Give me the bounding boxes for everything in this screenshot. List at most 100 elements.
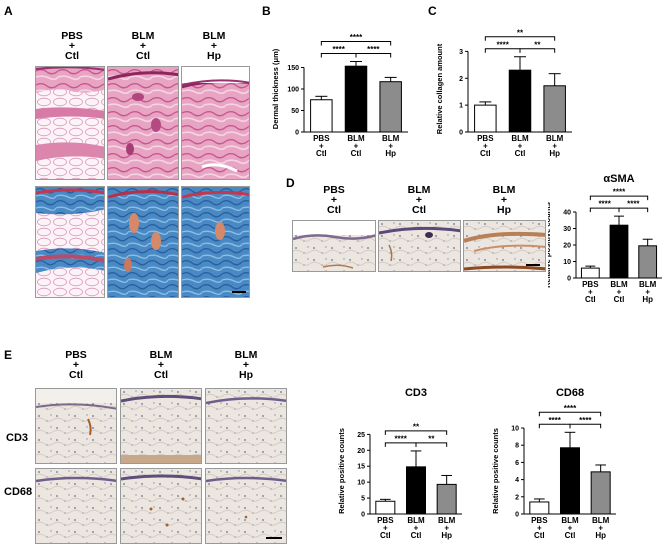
- x-tick-label: +: [568, 524, 573, 533]
- header-text: Ctl: [154, 369, 168, 381]
- header-text: Ctl: [136, 50, 150, 62]
- panel-letter-a: A: [4, 4, 13, 18]
- significance-bracket: [589, 207, 620, 213]
- x-tick-label: Ctl: [534, 531, 545, 540]
- x-tick-label: Ctl: [565, 531, 576, 540]
- x-tick-label: +: [319, 142, 324, 151]
- header-e-pbs-ctl: PBS + Ctl: [46, 350, 106, 381]
- row-label-cd3: CD3: [6, 432, 29, 444]
- header-text: Hp: [497, 204, 511, 216]
- y-axis-label: Relative positive counts: [548, 202, 552, 288]
- x-tick-label: Hp: [642, 295, 653, 304]
- y-tick-label: 3: [459, 49, 463, 56]
- x-tick-label: BLM: [382, 134, 400, 143]
- x-tick-label: +: [483, 142, 488, 151]
- cd3-image-pbs-ctl: [35, 388, 117, 464]
- header-text: BLM: [131, 30, 155, 42]
- x-tick-label: +: [598, 524, 603, 533]
- x-tick-label: BLM: [610, 280, 628, 289]
- chart-title: αSMA: [603, 173, 634, 185]
- he-image-blm-ctl: [107, 66, 179, 180]
- x-tick-label: +: [414, 524, 419, 533]
- x-tick-label: +: [444, 524, 449, 533]
- bar-2: [379, 81, 402, 133]
- asma-image-blm-hp: [463, 220, 546, 272]
- significance-bracket: [384, 430, 448, 435]
- header-d-pbs-ctl: PBS + Ctl: [304, 185, 364, 216]
- bar-0: [580, 267, 600, 279]
- bar-0: [474, 104, 497, 133]
- x-tick-label: BLM: [561, 516, 579, 525]
- y-tick-label: 10: [357, 480, 365, 487]
- scale-bar: [232, 291, 246, 293]
- y-tick-label: 0: [515, 512, 519, 519]
- bar-0: [375, 500, 396, 515]
- x-tick-label: Ctl: [380, 531, 391, 540]
- y-tick-label: 2: [459, 76, 463, 83]
- bar-0: [529, 501, 550, 515]
- x-tick-label: Ctl: [480, 149, 491, 158]
- x-tick-label: Hp: [441, 531, 452, 540]
- x-tick-label: Ctl: [351, 149, 362, 158]
- y-tick-label: 25: [357, 432, 365, 439]
- cd3-image-blm-hp: [205, 388, 287, 464]
- bar-1: [344, 65, 368, 133]
- x-tick-label: PBS: [582, 280, 599, 289]
- x-tick-label: BLM: [407, 516, 425, 525]
- x-tick-label: +: [383, 524, 388, 533]
- x-tick-label: +: [354, 142, 359, 151]
- significance-label: **: [534, 40, 541, 49]
- header-text: +: [500, 194, 508, 206]
- y-tick-label: 20: [357, 448, 365, 455]
- bar-1: [508, 69, 532, 133]
- x-tick-label: Ctl: [515, 149, 526, 158]
- significance-bracket: [320, 52, 357, 58]
- significance-label: ****: [627, 200, 640, 209]
- bar-2: [436, 483, 457, 515]
- bar-1: [609, 224, 629, 279]
- y-tick-label: 0: [295, 130, 299, 137]
- significance-bracket: [355, 52, 392, 58]
- significance-bracket: [384, 442, 417, 447]
- significance-label: ****: [350, 33, 363, 42]
- header-text: +: [139, 40, 147, 52]
- x-tick-label: Hp: [385, 149, 396, 158]
- significance-bracket: [618, 207, 649, 213]
- x-tick-label: BLM: [639, 280, 657, 289]
- header-a-pbs-ctl: PBS + Ctl: [42, 31, 102, 62]
- significance-label: ****: [564, 404, 577, 413]
- x-tick-label: Ctl: [585, 295, 596, 304]
- significance-bracket: [484, 48, 521, 53]
- significance-bracket: [484, 36, 556, 41]
- significance-bracket: [519, 48, 556, 53]
- y-tick-label: 10: [563, 259, 571, 266]
- he-image-pbs-ctl: [35, 66, 105, 180]
- header-text: BLM: [407, 184, 431, 196]
- asma-image-blm-ctl: [378, 220, 461, 272]
- bar-2: [590, 471, 611, 515]
- bar-2: [638, 245, 658, 279]
- header-text: +: [415, 194, 423, 206]
- y-tick-label: 15: [357, 464, 365, 471]
- scale-bar: [266, 537, 282, 539]
- x-tick-label: +: [552, 142, 557, 151]
- header-d-blm-ctl: BLM + Ctl: [389, 184, 449, 216]
- significance-label: ****: [579, 416, 592, 425]
- y-tick-label: 4: [515, 477, 519, 484]
- x-tick-label: BLM: [347, 134, 365, 143]
- y-tick-label: 150: [287, 65, 299, 72]
- y-tick-label: 30: [563, 226, 571, 233]
- bar-0: [310, 99, 333, 133]
- y-tick-label: 0: [361, 512, 365, 519]
- y-tick-label: 40: [563, 210, 571, 217]
- header-text: BLM: [202, 30, 226, 42]
- x-tick-label: BLM: [438, 516, 456, 525]
- y-axis-label: Relative positive counts: [491, 428, 500, 514]
- bar-2: [543, 85, 566, 133]
- panel-letter-c: C: [428, 4, 437, 18]
- x-tick-label: BLM: [546, 134, 564, 143]
- significance-label: **: [428, 434, 435, 443]
- bar-1: [405, 466, 427, 515]
- header-e-blm-hp: BLM + Hp: [216, 350, 276, 381]
- header-text: +: [210, 40, 218, 52]
